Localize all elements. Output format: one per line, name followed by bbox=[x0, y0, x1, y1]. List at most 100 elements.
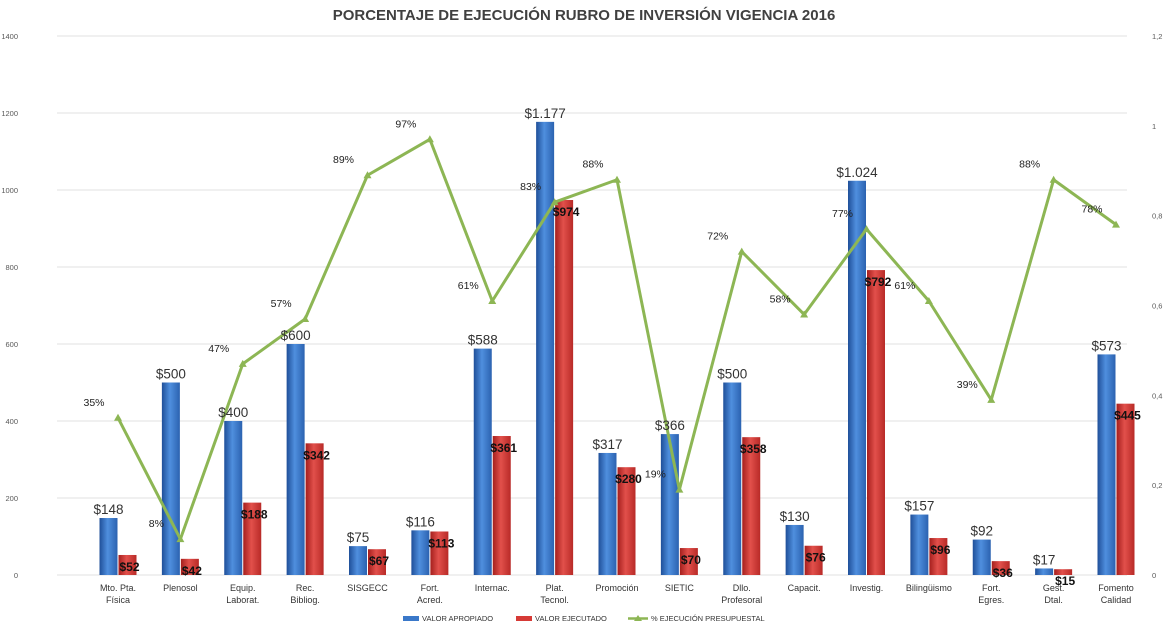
x-category-label: Internac. bbox=[475, 583, 510, 593]
data-label-apropiado: $400 bbox=[218, 405, 248, 420]
data-labels: $148 $52 $500 $42 $400 $188 $600 $342 $75 $67 $116… bbox=[83, 106, 1141, 588]
chart-title: PORCENTAJE DE EJECUCIÓN RUBRO DE INVERSI… bbox=[333, 6, 836, 24]
left-tick-label: 1400 bbox=[1, 32, 18, 41]
data-label-apropiado: $148 bbox=[93, 502, 123, 517]
data-label-percent: 35% bbox=[83, 397, 104, 409]
bar-valor-apropiado bbox=[1097, 354, 1116, 575]
x-category-label: Equip. Laborat. bbox=[226, 583, 259, 605]
data-label-percent: 57% bbox=[271, 298, 292, 310]
bar-valor-apropiado bbox=[536, 121, 555, 575]
data-label-apropiado: $573 bbox=[1091, 338, 1121, 353]
data-label-ejecutado: $96 bbox=[930, 543, 950, 557]
percent-marker bbox=[176, 535, 185, 543]
percent-marker bbox=[363, 171, 372, 179]
data-label-apropiado: $500 bbox=[717, 367, 747, 382]
data-label-percent: 88% bbox=[1019, 159, 1040, 171]
x-category-label: Capacit. bbox=[788, 583, 821, 593]
x-category-line: Laborat. bbox=[226, 595, 259, 605]
percent-marker bbox=[924, 297, 933, 305]
data-label-ejecutado: $36 bbox=[993, 566, 1013, 580]
data-label-ejecutado: $974 bbox=[553, 205, 580, 219]
data-label-apropiado: $588 bbox=[468, 333, 498, 348]
bar-valor-ejecutado bbox=[180, 558, 199, 575]
data-label-percent: 61% bbox=[458, 280, 479, 292]
data-label-apropiado: $130 bbox=[780, 509, 810, 524]
legend-swatch-apropiado bbox=[403, 616, 419, 621]
data-label-ejecutado: $52 bbox=[119, 560, 139, 574]
data-label-apropiado: $116 bbox=[406, 514, 435, 529]
x-category-line: Gest. bbox=[1043, 583, 1065, 593]
gridlines bbox=[57, 35, 1127, 576]
x-category-line: Fort. bbox=[982, 583, 1001, 593]
x-category-line: Dllo. bbox=[733, 583, 751, 593]
bar-valor-apropiado bbox=[972, 539, 991, 575]
legend-label-percent: % EJECUCIÓN PRESUPUESTAL bbox=[651, 614, 765, 623]
x-category-line: Fort. bbox=[421, 583, 440, 593]
data-label-percent: 61% bbox=[894, 280, 915, 292]
data-label-ejecutado: $67 bbox=[369, 554, 389, 568]
right-y-axis: 0 0,2 0,4 0,6 0,8 1 1,2 bbox=[1152, 32, 1162, 580]
x-category-line: Profesoral bbox=[721, 595, 762, 605]
data-label-apropiado: $366 bbox=[655, 418, 685, 433]
bar-valor-ejecutado bbox=[804, 545, 823, 575]
data-label-percent: 77% bbox=[832, 208, 853, 220]
x-category-label: Fort. Egres. bbox=[978, 583, 1004, 605]
x-category-line: Fomento bbox=[1098, 583, 1134, 593]
bar-valor-apropiado bbox=[910, 514, 929, 575]
bar-valor-apropiado bbox=[1035, 568, 1054, 575]
percent-marker bbox=[301, 314, 310, 322]
data-label-percent: 58% bbox=[770, 293, 791, 305]
data-label-percent: 19% bbox=[645, 469, 666, 481]
data-label-ejecutado: $188 bbox=[241, 508, 268, 522]
data-label-percent: 47% bbox=[208, 343, 229, 355]
data-label-percent: 97% bbox=[395, 118, 416, 130]
percent-marker bbox=[1112, 220, 1120, 228]
bar-valor-ejecutado bbox=[555, 200, 574, 575]
bar-valor-apropiado bbox=[785, 524, 804, 575]
x-category-line: Física bbox=[106, 595, 130, 605]
bar-valor-apropiado bbox=[286, 344, 305, 575]
data-label-apropiado: $317 bbox=[592, 437, 622, 452]
data-label-ejecutado: $342 bbox=[303, 448, 330, 462]
data-label-ejecutado: $76 bbox=[806, 551, 826, 565]
x-category-line: SIETIC bbox=[665, 583, 695, 593]
x-category-line: SISGECC bbox=[347, 583, 388, 593]
data-label-ejecutado: $15 bbox=[1055, 574, 1075, 588]
legend-swatch-ejecutado bbox=[516, 616, 532, 621]
data-label-ejecutado: $361 bbox=[490, 441, 517, 455]
percent-marker bbox=[114, 413, 122, 421]
data-label-percent: 39% bbox=[957, 379, 978, 391]
data-label-apropiado: $157 bbox=[904, 499, 934, 514]
data-label-ejecutado: $70 bbox=[681, 553, 701, 567]
data-label-apropiado: $92 bbox=[970, 524, 993, 539]
data-label-percent: 72% bbox=[707, 231, 728, 243]
x-category-label: Mto. Pta. Física bbox=[100, 583, 136, 605]
data-label-ejecutado: $445 bbox=[1114, 409, 1141, 423]
right-tick-label: 0 bbox=[1152, 571, 1156, 580]
bar-valor-apropiado bbox=[224, 421, 243, 575]
bar-valor-ejecutado bbox=[929, 538, 948, 575]
percent-marker bbox=[488, 297, 497, 305]
data-label-percent: 88% bbox=[582, 159, 603, 171]
bar-valor-apropiado bbox=[411, 530, 430, 575]
bar-valor-ejecutado bbox=[368, 549, 386, 575]
data-label-apropiado: $600 bbox=[281, 328, 311, 343]
x-category-label: Investig. bbox=[850, 583, 884, 593]
bar-valor-ejecutado bbox=[243, 502, 262, 575]
data-label-apropiado: $17 bbox=[1033, 552, 1056, 567]
bar-valor-ejecutado bbox=[430, 531, 449, 575]
percent-marker bbox=[613, 175, 621, 183]
bar-valor-ejecutado bbox=[305, 443, 324, 575]
x-category-label: Rec. Bibliog. bbox=[290, 583, 320, 605]
x-category-label: Dllo. Profesoral bbox=[721, 583, 762, 605]
x-category-line: Rec. bbox=[296, 583, 315, 593]
x-category-label: SIETIC bbox=[665, 583, 695, 593]
percent-marker bbox=[425, 135, 434, 143]
x-category-label: Plenosol bbox=[163, 583, 198, 593]
right-tick-label: 0,6 bbox=[1152, 302, 1162, 311]
x-category-line: Plenosol bbox=[163, 583, 198, 593]
bar-valor-apropiado bbox=[99, 518, 118, 575]
data-label-ejecutado: $792 bbox=[865, 275, 892, 289]
